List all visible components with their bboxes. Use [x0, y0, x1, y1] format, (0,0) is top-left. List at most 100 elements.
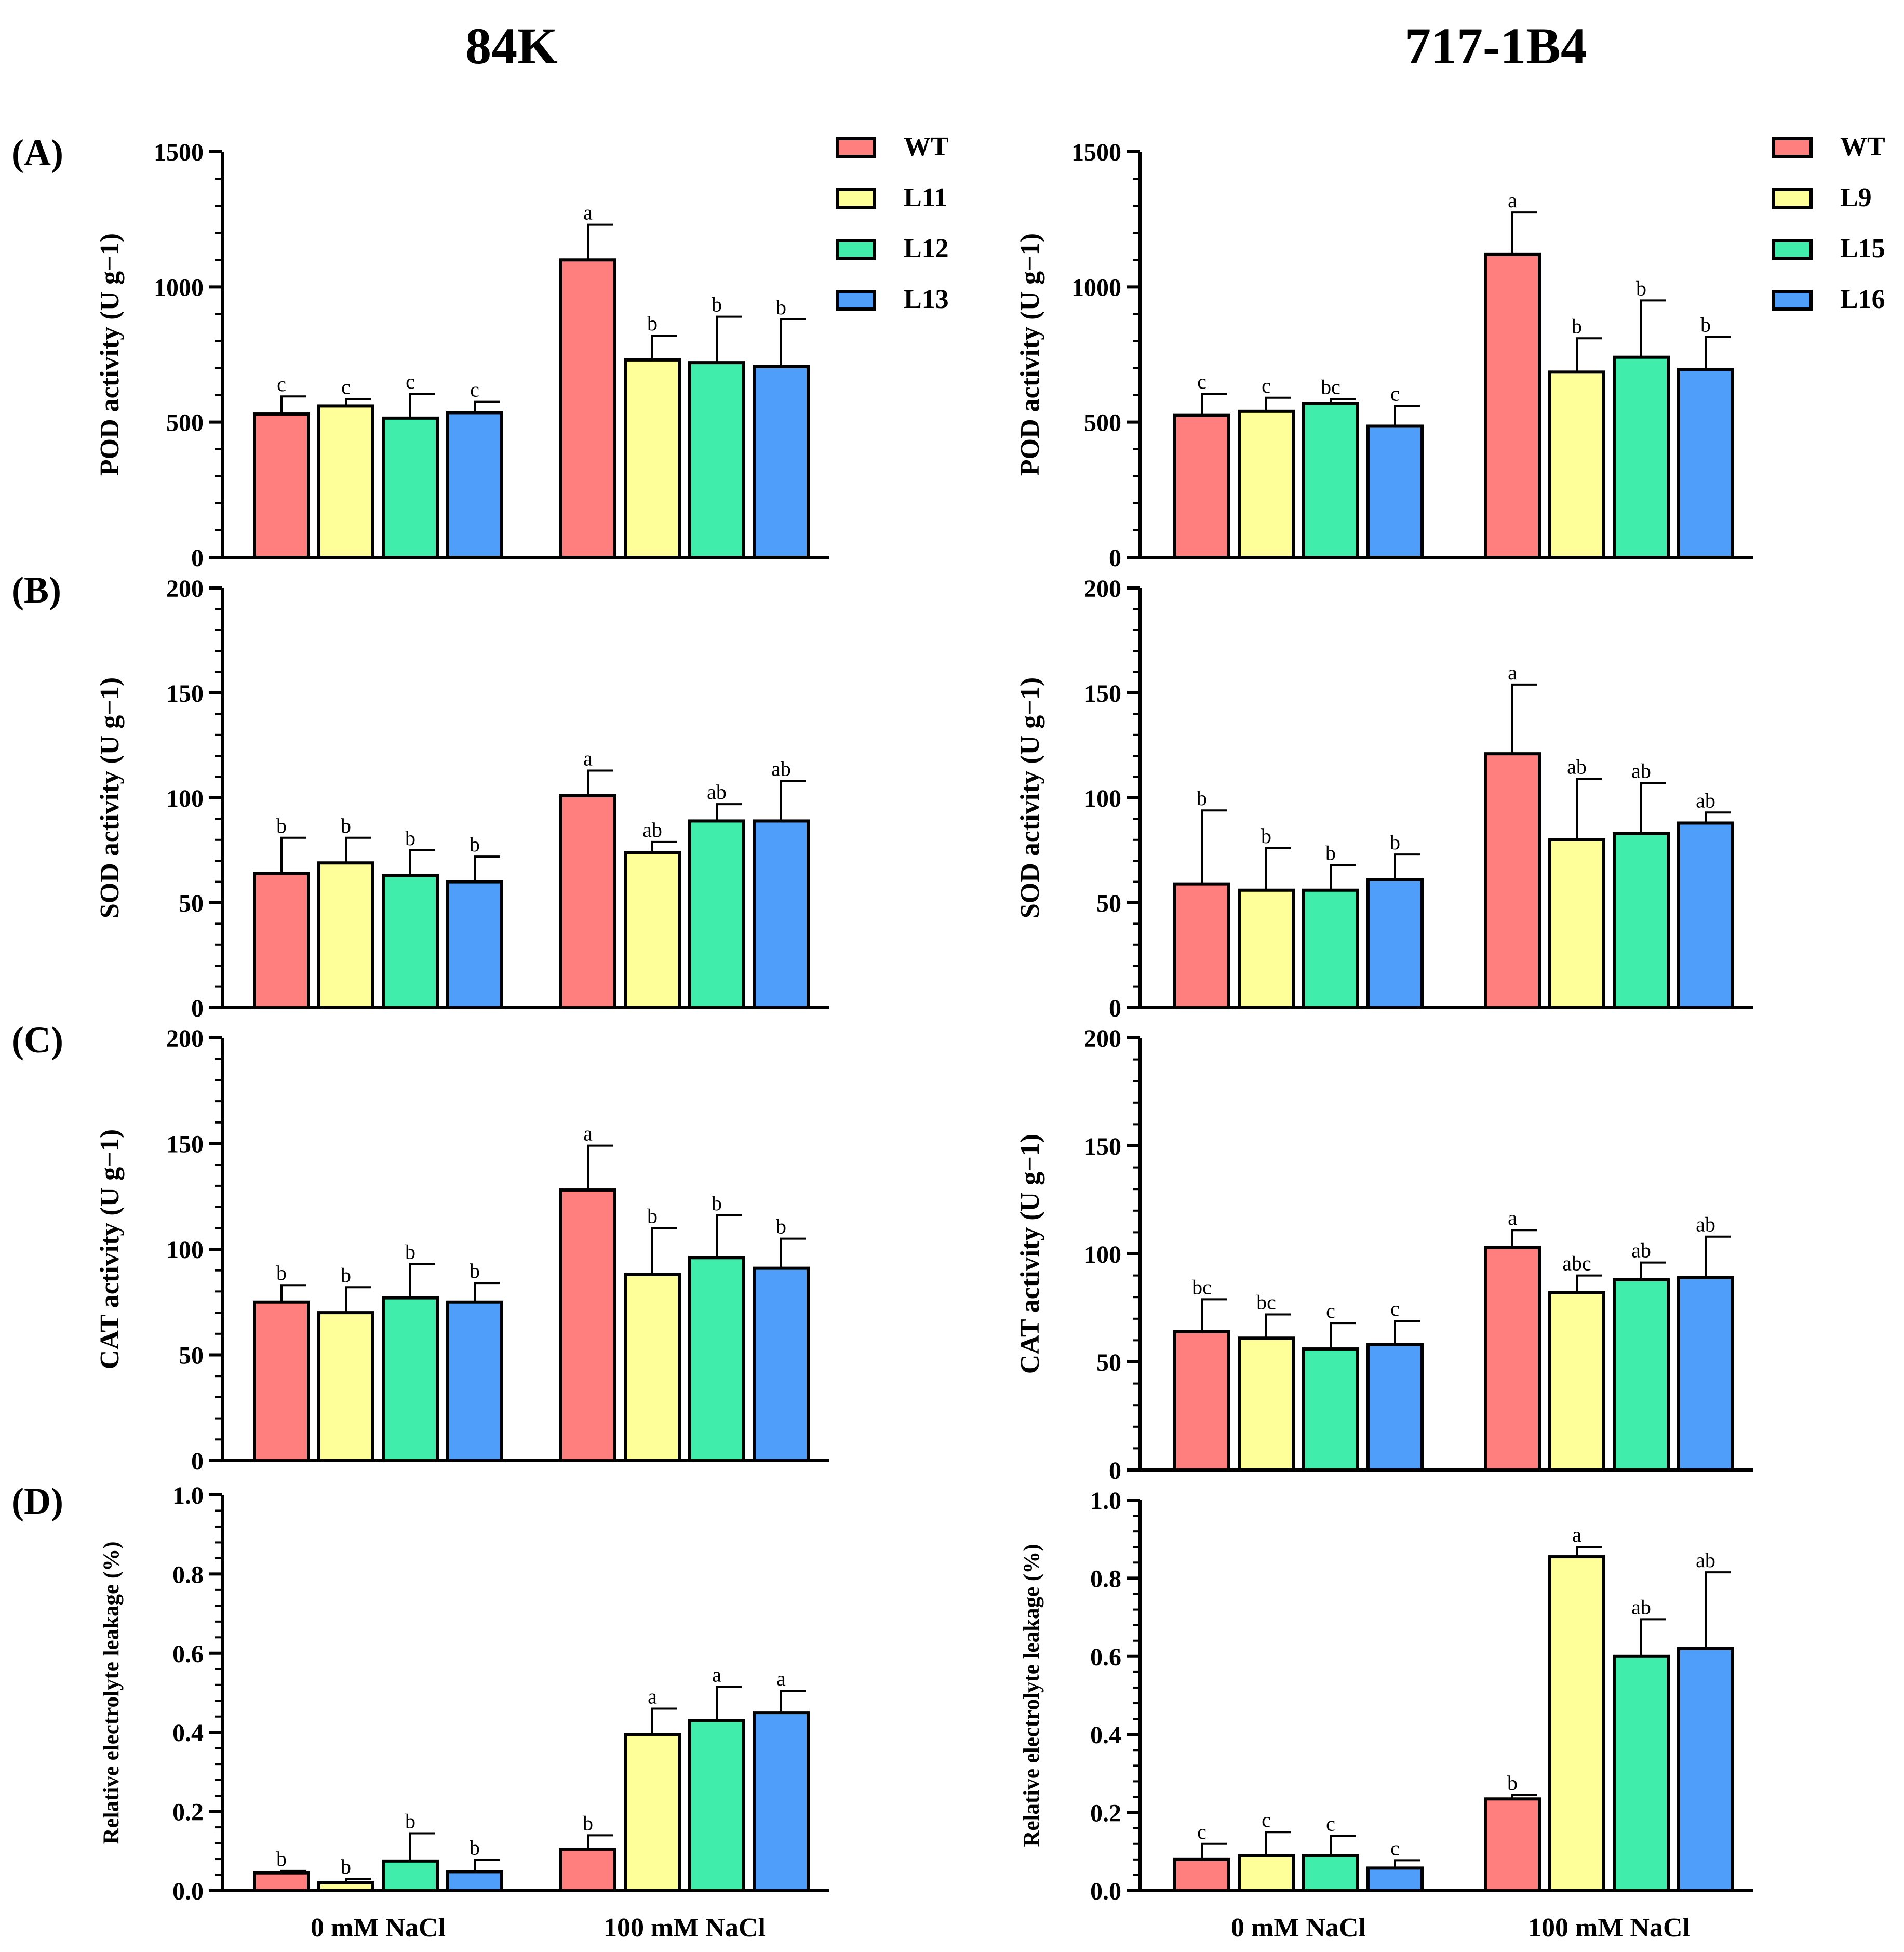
bar — [753, 365, 810, 559]
bar — [753, 1266, 810, 1462]
bar — [446, 411, 503, 559]
significance-letter: b — [276, 814, 287, 837]
bar — [559, 258, 616, 559]
chart-84k-rel: 0.0 0.2 0.4 0.6 0.8 1.0 Relative electrolyte l… — [99, 1482, 829, 1943]
y-axis-label: SOD activity (U g−1) — [95, 677, 125, 918]
bar — [624, 1733, 681, 1892]
significance-letter: ab — [1696, 1548, 1715, 1572]
legend-swatch — [836, 137, 876, 158]
significance-letter: c — [406, 370, 415, 393]
significance-letter: b — [405, 826, 415, 850]
bar — [446, 1300, 503, 1462]
bar — [1548, 1291, 1605, 1472]
significance-letter: c — [1197, 370, 1206, 393]
y-tick-label: 50 — [1096, 890, 1121, 917]
bar — [317, 1311, 374, 1463]
y-tick-label: 1000 — [1071, 274, 1121, 301]
bar — [1173, 1857, 1230, 1893]
bar — [382, 874, 439, 1009]
y-axis-label: Relative electrolyte leakage (%) — [1020, 1544, 1044, 1847]
y-axis-label: Relative electrolyte leakage (%) — [99, 1541, 124, 1844]
y-tick-label: 0 — [191, 1448, 204, 1475]
x-category-label: 100 mM NaCl — [604, 1913, 766, 1943]
bar — [1173, 1330, 1230, 1472]
significance-letter: a — [1572, 1523, 1581, 1546]
significance-letter: b — [1390, 831, 1400, 854]
significance-letter: ab — [1696, 788, 1715, 812]
y-tick-label: 1.0 — [172, 1482, 204, 1509]
significance-letter: c — [1390, 382, 1400, 405]
significance-letter: c — [341, 375, 351, 398]
y-tick-label: 50 — [1096, 1349, 1121, 1376]
y-tick-label: 0.8 — [1090, 1565, 1121, 1593]
bar — [624, 1273, 681, 1463]
bar — [1238, 1854, 1295, 1893]
bar — [382, 1859, 439, 1893]
chart-717-rel: 0.0 0.2 0.4 0.6 0.8 1.0 Relative electrolyte l… — [1020, 1487, 1753, 1943]
y-tick-label: 0.8 — [172, 1561, 204, 1588]
y-tick-label: 1500 — [154, 139, 204, 166]
significance-letter: b — [712, 293, 722, 316]
bar — [317, 404, 374, 559]
significance-letter: b — [1700, 313, 1711, 337]
y-tick-label: 1.0 — [1090, 1487, 1121, 1515]
bar — [753, 819, 810, 1009]
y-tick-label: 100 — [166, 1236, 204, 1264]
y-tick-label: 500 — [1084, 409, 1121, 437]
bar — [253, 412, 310, 559]
bar — [1484, 752, 1541, 1010]
significance-letter: a — [648, 1684, 657, 1708]
y-tick-label: 0.0 — [172, 1878, 204, 1905]
significance-letter: b — [776, 296, 786, 319]
legend-swatch — [1772, 188, 1813, 209]
chart-84k-cat: 0 50 100 150 200 CAT activity (U g−1) b a b b b b b b — [95, 1025, 829, 1475]
y-tick-label: 100 — [1084, 785, 1121, 812]
y-axis-label: POD activity (U g−1) — [95, 233, 125, 476]
significance-letter: ab — [642, 818, 662, 841]
significance-letter: ab — [1631, 1239, 1651, 1262]
bar — [1677, 368, 1734, 559]
panel-label-c: (C) — [11, 1019, 63, 1061]
y-tick-label: 0.4 — [1090, 1721, 1121, 1749]
bar — [1302, 1347, 1359, 1472]
significance-letter: a — [583, 1122, 593, 1145]
legend-label: L15 — [1840, 234, 1885, 263]
significance-letter: c — [1390, 1297, 1400, 1320]
bar — [1613, 832, 1670, 1010]
legend-label: L12 — [904, 234, 949, 263]
y-tick-label: 0 — [1109, 1457, 1121, 1485]
significance-letter: ab — [1631, 759, 1651, 783]
y-tick-label: 1500 — [1071, 139, 1121, 166]
bar — [1484, 252, 1541, 559]
significance-letter: b — [647, 1204, 658, 1227]
significance-letter: bc — [1321, 375, 1340, 398]
significance-letter: b — [470, 1259, 480, 1282]
significance-letter: a — [776, 1667, 786, 1690]
bar — [559, 1188, 616, 1463]
bar — [1238, 1336, 1295, 1472]
significance-letter: c — [470, 378, 479, 402]
significance-letter: c — [1262, 1808, 1271, 1831]
significance-letter: b — [276, 1261, 287, 1285]
significance-letter: b — [405, 1810, 415, 1833]
bar — [317, 1881, 374, 1893]
significance-letter: b — [583, 1811, 593, 1835]
legend-label: L13 — [904, 285, 949, 314]
y-axis-label: CAT activity (U g−1) — [95, 1129, 125, 1369]
bar — [446, 1870, 503, 1893]
bar — [688, 1719, 745, 1893]
bar — [1548, 838, 1605, 1010]
bar — [253, 1871, 310, 1892]
legend-label: WT — [904, 132, 949, 162]
bar — [1613, 1278, 1670, 1472]
significance-letter: b — [1507, 1771, 1518, 1795]
bar — [1366, 1866, 1424, 1893]
significance-letter: bc — [1256, 1290, 1276, 1314]
y-tick-label: 1000 — [154, 274, 204, 301]
y-tick-label: 150 — [1084, 1133, 1121, 1160]
bar — [1677, 1647, 1734, 1892]
bar — [253, 872, 310, 1009]
